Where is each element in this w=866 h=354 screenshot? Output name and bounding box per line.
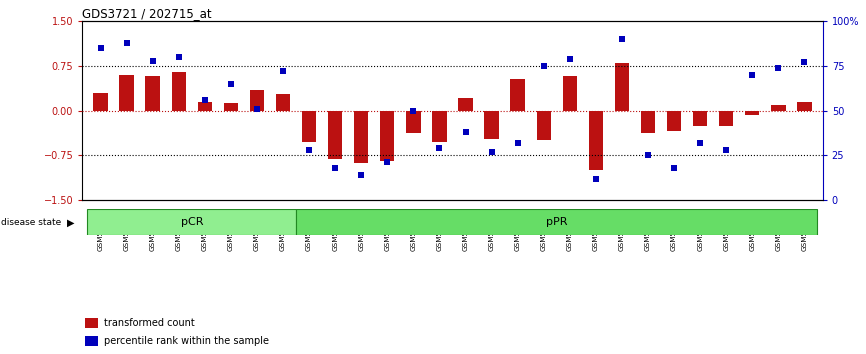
Bar bbox=[641, 110, 656, 133]
Text: pCR: pCR bbox=[180, 217, 203, 227]
Bar bbox=[120, 75, 133, 110]
Bar bbox=[85, 318, 98, 328]
Point bbox=[511, 140, 525, 145]
Bar bbox=[249, 90, 264, 110]
Bar bbox=[615, 63, 629, 110]
Point bbox=[563, 56, 577, 62]
Bar bbox=[197, 102, 212, 110]
Bar bbox=[432, 110, 447, 142]
Bar bbox=[276, 94, 290, 110]
Point bbox=[171, 54, 185, 60]
Point bbox=[485, 149, 499, 155]
Point bbox=[120, 40, 133, 46]
Bar bbox=[798, 102, 811, 110]
Bar bbox=[354, 110, 368, 163]
Point bbox=[197, 97, 211, 103]
Bar bbox=[563, 76, 577, 110]
Bar bbox=[484, 110, 499, 139]
Bar bbox=[745, 110, 759, 115]
Text: ▶: ▶ bbox=[67, 217, 74, 227]
Text: GDS3721 / 202715_at: GDS3721 / 202715_at bbox=[82, 7, 212, 20]
Point bbox=[459, 129, 473, 135]
Point bbox=[406, 108, 420, 113]
Point bbox=[276, 68, 290, 74]
Bar bbox=[458, 97, 473, 110]
Bar bbox=[406, 110, 421, 133]
Point bbox=[94, 45, 107, 51]
Point bbox=[432, 145, 446, 151]
Point bbox=[615, 36, 629, 42]
Bar bbox=[537, 110, 551, 141]
Bar bbox=[171, 72, 186, 110]
Bar bbox=[302, 110, 316, 142]
Text: disease state: disease state bbox=[1, 218, 61, 227]
Point bbox=[145, 58, 159, 63]
FancyBboxPatch shape bbox=[296, 209, 818, 235]
Point bbox=[667, 165, 681, 171]
Point bbox=[537, 63, 551, 69]
Bar bbox=[719, 110, 734, 126]
Bar bbox=[85, 336, 98, 346]
Bar bbox=[772, 105, 785, 110]
Point bbox=[589, 176, 603, 181]
Bar bbox=[510, 79, 525, 110]
Point bbox=[354, 172, 368, 178]
Text: transformed count: transformed count bbox=[104, 318, 195, 328]
FancyBboxPatch shape bbox=[87, 209, 296, 235]
Bar bbox=[380, 110, 395, 161]
Point bbox=[772, 65, 785, 70]
Point bbox=[641, 153, 655, 158]
Point bbox=[328, 165, 342, 171]
Text: pPR: pPR bbox=[546, 217, 567, 227]
Bar bbox=[693, 110, 708, 126]
Point bbox=[720, 147, 734, 153]
Point bbox=[302, 147, 316, 153]
Bar bbox=[667, 110, 682, 131]
Point bbox=[694, 140, 708, 145]
Text: percentile rank within the sample: percentile rank within the sample bbox=[104, 336, 269, 346]
Point bbox=[250, 106, 264, 112]
Point bbox=[380, 160, 394, 165]
Point bbox=[798, 59, 811, 65]
Point bbox=[224, 81, 238, 87]
Bar bbox=[94, 93, 107, 110]
Bar bbox=[589, 110, 603, 170]
Point bbox=[746, 72, 759, 78]
Bar bbox=[145, 76, 160, 110]
Bar bbox=[223, 103, 238, 110]
Bar bbox=[328, 110, 342, 160]
